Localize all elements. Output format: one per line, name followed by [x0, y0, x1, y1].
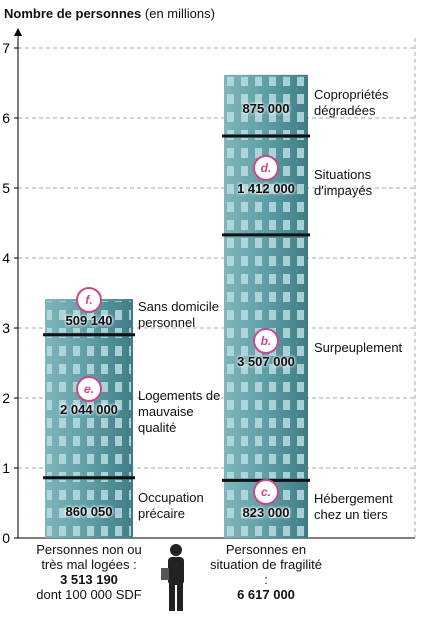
- segment-name: Logements de mauvaise qualité: [138, 388, 233, 436]
- total-label: 3 513 190: [30, 572, 148, 587]
- total-label: 6 617 000: [207, 587, 325, 602]
- y-axis-arrow: [14, 28, 22, 36]
- category-block: Personnes non ou très mal logées :3 513 …: [30, 542, 148, 602]
- segment-marker: b.: [253, 328, 279, 354]
- y-title: Nombre de personnes: [4, 6, 141, 21]
- segment-name: Hébergement chez un tiers: [314, 491, 409, 523]
- y-tick-label: 6: [2, 110, 10, 126]
- y-tick-label: 2: [2, 390, 10, 406]
- value-label: 3 507 000: [237, 354, 295, 370]
- value-label: 875 000: [243, 101, 290, 117]
- segment-name: Occupation précaire: [138, 490, 233, 522]
- y-tick-label: 4: [2, 250, 10, 266]
- note: dont 100 000 SDF: [30, 587, 148, 602]
- value-label: 1 412 000: [237, 181, 295, 197]
- category-block: Personnes en situation de fragilité :6 6…: [207, 542, 325, 602]
- value-label: 860 050: [66, 504, 113, 520]
- y-tick-label: 5: [2, 180, 10, 196]
- person: [161, 544, 184, 611]
- segment-name: Surpeuplement: [314, 340, 409, 356]
- value-label: 2 044 000: [60, 402, 118, 418]
- y-tick-label: 1: [2, 460, 10, 476]
- segment-name: Sans domicile personnel: [138, 299, 233, 331]
- segment-marker: f.: [76, 287, 102, 313]
- y-title-block: Nombre de personnes (en millions): [4, 6, 215, 22]
- category-label: Personnes en situation de fragilité :: [207, 542, 325, 587]
- segment-marker: c.: [253, 479, 279, 505]
- value-label: 509 140: [66, 313, 113, 329]
- chart: 0 1 2 3 4 5 6 7 Nombre de personnes (en million…: [0, 0, 425, 625]
- segment-marker: d.: [253, 155, 279, 181]
- segment-name: Copropriétés dégradées: [314, 87, 409, 119]
- segment-name: Situations d'impayés: [314, 167, 409, 199]
- category-label: Personnes non ou très mal logées :: [30, 542, 148, 572]
- y-tick-label: 7: [2, 40, 10, 56]
- y-tick-label: 0: [2, 530, 10, 546]
- y-unit: (en millions): [145, 6, 215, 21]
- y-tick-label: 3: [2, 320, 10, 336]
- value-label: 823 000: [243, 505, 290, 521]
- segment-marker: e.: [76, 376, 102, 402]
